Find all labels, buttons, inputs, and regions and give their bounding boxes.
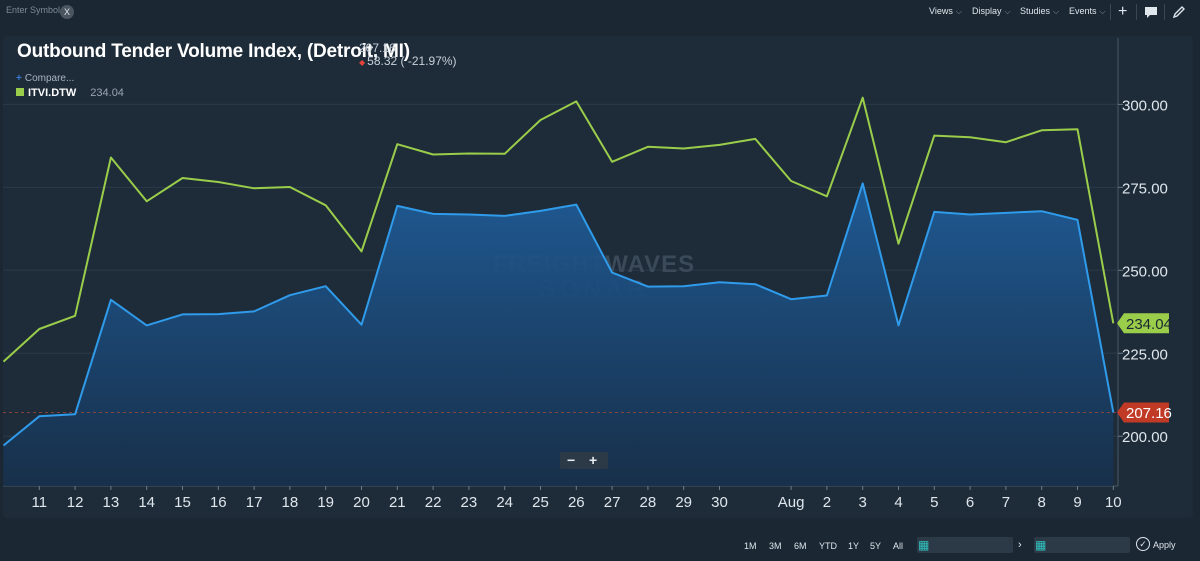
x-tick-label: 25 <box>532 494 549 511</box>
range-ytd-button[interactable]: YTD <box>819 541 837 551</box>
x-tick-label: 7 <box>1002 494 1010 511</box>
range-1y-button[interactable]: 1Y <box>848 541 860 551</box>
zoom-out-button[interactable]: − <box>567 452 576 468</box>
studies-label: Studies <box>1020 6 1051 16</box>
x-tick-label: Aug <box>778 494 805 511</box>
range-3m-button[interactable]: 3M <box>769 541 782 551</box>
last-label-red: 207.16 <box>1126 405 1172 422</box>
display-label: Display <box>972 6 1002 16</box>
range-6m-button[interactable]: 6M <box>794 541 807 551</box>
x-tick-label: 4 <box>894 494 902 511</box>
x-tick-label: 16 <box>210 494 227 511</box>
range-1m-button[interactable]: 1M <box>744 541 757 551</box>
zoom-controls: − + <box>560 452 608 469</box>
events-label: Events <box>1069 6 1097 16</box>
legend-item[interactable]: ITVI.DTW 234.04 <box>16 87 124 99</box>
views-label: Views <box>929 6 953 16</box>
x-tick-label: 28 <box>640 494 657 511</box>
studies-menu[interactable]: Studies ⌵ <box>1020 6 1059 17</box>
x-tick-label: 24 <box>496 494 513 511</box>
chevron-down-icon: ⌵ <box>1004 7 1011 16</box>
zoom-in-button[interactable]: + <box>589 452 598 468</box>
last-label-red-bg <box>1117 402 1169 423</box>
x-tick-label: 20 <box>353 494 370 511</box>
calendar-icon[interactable]: ▦ <box>1035 538 1047 552</box>
chevron-down-icon: ⌵ <box>955 7 962 16</box>
x-tick-label: 30 <box>711 494 728 511</box>
blue-series-line <box>2 182 1115 447</box>
green-series-line <box>2 96 1115 363</box>
y-tick-label: 250.00 <box>1122 263 1168 280</box>
y-tick-label: 200.00 <box>1122 429 1168 446</box>
x-tick-label: 26 <box>568 494 585 511</box>
x-tick-label: 10 <box>1105 494 1122 511</box>
legend-swatch <box>16 88 24 96</box>
chart-title: Outbound Tender Volume Index, (Detroit, … <box>17 41 410 62</box>
chevron-right-icon: › <box>1018 539 1022 551</box>
x-tick-label: 11 <box>32 494 48 511</box>
x-tick-label: 27 <box>604 494 621 511</box>
toolbar-divider <box>1164 4 1165 20</box>
change-value: ◆ 58.32 ( -21.97%) <box>359 54 457 68</box>
apply-button[interactable]: Apply <box>1153 540 1176 550</box>
chevron-down-icon: ⌵ <box>1099 7 1106 16</box>
legend-value: 234.04 <box>90 87 124 99</box>
x-tick-label: 18 <box>282 494 299 511</box>
x-tick-label: 17 <box>246 494 263 511</box>
x-tick-label: 13 <box>103 494 120 511</box>
x-tick-label: 22 <box>425 494 442 511</box>
start-date-field[interactable] <box>917 537 1013 553</box>
x-tick-label: 21 <box>389 494 406 511</box>
y-tick-label: 225.00 <box>1122 346 1168 363</box>
x-tick-label: 14 <box>138 494 155 511</box>
top-toolbar: Enter Symbol X Views ⌵ Display ⌵ Studies ⌵ … <box>0 0 1200 26</box>
display-menu[interactable]: Display ⌵ <box>972 6 1011 17</box>
last-label-green-bg <box>1117 313 1169 334</box>
x-tick-label: 19 <box>317 494 334 511</box>
chevron-down-icon: ⌵ <box>1053 7 1060 16</box>
x-tick-label: 12 <box>67 494 84 511</box>
toolbar-divider <box>1136 4 1137 20</box>
check-icon[interactable]: ✓ <box>1136 537 1150 551</box>
x-tick-label: 8 <box>1038 494 1046 511</box>
y-tick-label: 300.00 <box>1122 97 1168 114</box>
last-label-green: 234.04 <box>1126 316 1172 333</box>
plus-icon: + <box>16 73 22 84</box>
x-tick-label: 2 <box>823 494 831 511</box>
x-tick-label: 3 <box>859 494 867 511</box>
blue-series-area <box>3 183 1114 486</box>
end-date-field[interactable] <box>1034 537 1130 553</box>
x-tick-label: 9 <box>1073 494 1081 511</box>
toolbar-divider <box>1110 4 1111 20</box>
x-tick-label: 15 <box>174 494 191 511</box>
add-icon[interactable]: + <box>1118 3 1128 20</box>
comment-icon[interactable] <box>1144 5 1158 23</box>
views-menu[interactable]: Views ⌵ <box>929 6 962 17</box>
x-tick-label: 29 <box>675 494 692 511</box>
range-5y-button[interactable]: 5Y <box>870 541 882 551</box>
last-value: 207.16 <box>359 41 396 55</box>
edit-icon[interactable] <box>1172 5 1186 24</box>
legend-symbol: ITVI.DTW <box>28 87 77 99</box>
x-tick-label: 23 <box>461 494 478 511</box>
y-tick-label: 275.00 <box>1122 180 1168 197</box>
compare-label: Compare... <box>24 73 75 84</box>
x-tick-label: 6 <box>966 494 974 511</box>
change-text: 58.32 ( -21.97%) <box>367 54 457 68</box>
range-all-button[interactable]: All <box>893 541 904 551</box>
x-tick-label: 5 <box>930 494 938 511</box>
down-arrow-icon: ◆ <box>359 58 366 67</box>
compare-button[interactable]: + Compare... <box>16 73 74 84</box>
clear-symbol-button[interactable]: X <box>60 5 74 19</box>
calendar-icon[interactable]: ▦ <box>918 538 930 552</box>
symbol-input[interactable]: Enter Symbol <box>6 5 61 15</box>
events-menu[interactable]: Events ⌵ <box>1069 6 1106 17</box>
